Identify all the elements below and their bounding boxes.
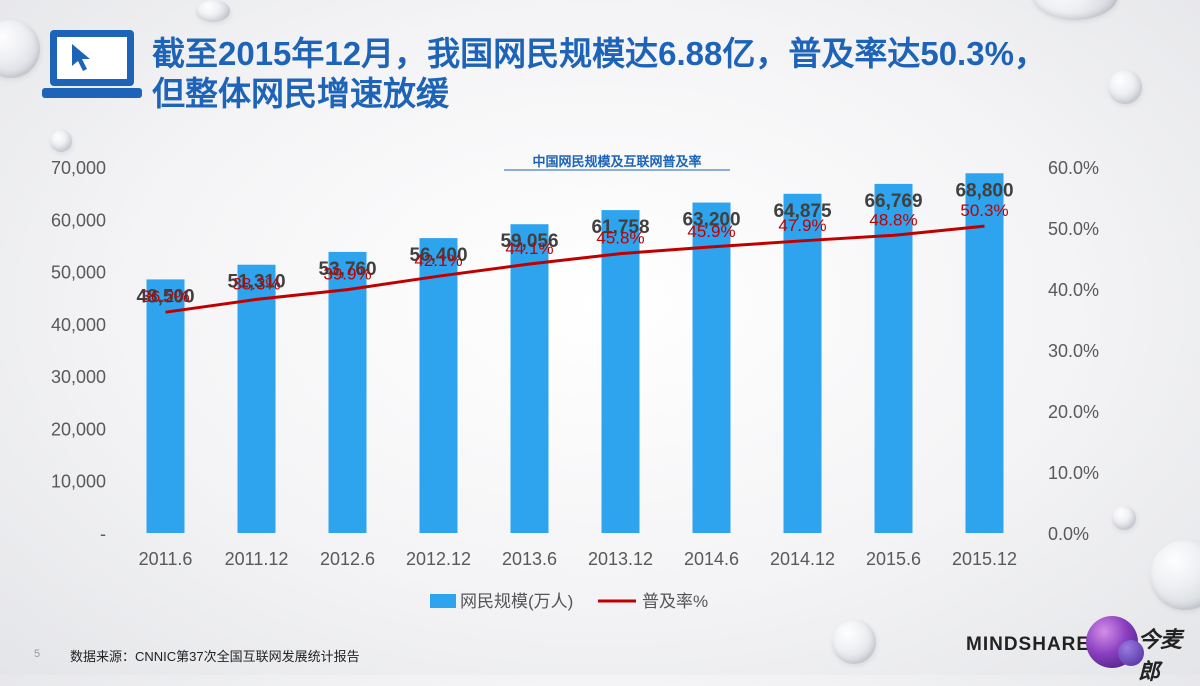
line-data-labels: 36.2% 38.3% 39.9% 42.1% 44.1% 45.8% 45.9% 47.9%… [141,201,1008,306]
bar [328,251,367,534]
line-series [165,224,985,314]
x-axis-tick-label: 2015.12 [952,549,1017,569]
bar-data-label: 66,769 [864,191,922,212]
bar [874,183,913,534]
page-number: 5 [34,648,41,660]
line-data-label: 42.1% [414,251,462,270]
bar [146,279,185,533]
x-axis-tick-label: 2014.6 [684,549,739,569]
right-axis-tick-label: 60.0% [1048,158,1099,178]
slide-title: 截至2015年12月，我国网民规模达6.88亿，普及率达50.3%， 但整体网民… [152,34,1162,114]
bar [692,202,731,533]
line-series-path [165,224,985,314]
line-data-label: 50.3% [960,201,1008,220]
bar-data-label: 68,800 [955,180,1013,201]
left-axis: - 10,000 20,000 30,000 40,000 50,000 60,000 70,… [51,158,106,544]
legend: 网民规模(万人) 普及率% [430,592,708,611]
bar-data-label: 63,200 [682,210,740,231]
left-axis-tick-label: 40,000 [51,315,106,335]
left-axis-tick-label: 60,000 [51,210,106,230]
bar [237,264,276,533]
chart-title: 中国网民规模及互联网普及率 [532,154,701,169]
left-axis-tick-label: 10,000 [51,472,106,492]
water-drop-decoration [196,0,230,22]
water-drop-decoration [1112,506,1136,530]
bar-data-label: 59,056 [500,231,558,252]
right-axis-tick-label: 10.0% [1048,463,1099,483]
water-drop-decoration [1108,70,1142,104]
line-data-label: 45.8% [596,229,644,248]
bar-data-labels: 48,500 51,310 53,760 56,400 59,056 61,758 63,2… [136,180,1013,307]
water-drop-decoration [832,620,876,664]
x-axis-tick-label: 2012.6 [320,549,375,569]
x-axis-tick-label: 2013.6 [502,549,557,569]
line-data-label: 39.9% [323,265,371,284]
left-axis-tick-label: 50,000 [51,263,106,283]
x-axis-tick-label: 2014.12 [770,549,835,569]
right-axis-tick-label: 30.0% [1048,341,1099,361]
line-data-label: 36.2% [141,287,189,306]
line-data-label: 48.8% [869,210,917,229]
left-axis-tick-label: 70,000 [51,158,106,178]
line-data-label: 38.3% [232,274,280,293]
legend-bar-label: 网民规模(万人) [460,592,573,611]
left-axis-tick-label: 20,000 [51,419,106,439]
x-axis-tick-label: 2011.6 [139,549,193,569]
line-data-label: 44.1% [505,239,553,258]
legend-line-label: 普及率% [642,592,708,611]
water-drop-decoration [1150,540,1200,610]
right-axis: 0.0% 10.0% 20.0% 30.0% 40.0% 50.0% 60.0% [1048,158,1099,544]
x-axis-tick-label: 2012.12 [406,549,471,569]
computer-monitor-icon [42,30,142,98]
bar [783,193,822,533]
bar-data-label: 64,875 [773,201,832,222]
bar [601,210,640,534]
legend-bar-swatch [430,594,456,608]
right-axis-tick-label: 0.0% [1048,524,1089,544]
x-axis-tick-label: 2015.6 [866,549,921,569]
bar-series [146,173,1004,534]
bar-data-label: 51,310 [227,272,285,293]
brand-sphere-small-icon [1118,640,1144,666]
water-drop-decoration [50,130,72,152]
water-drop-decoration [1032,0,1118,20]
brand-logo: MINDSHARE [966,634,1091,655]
right-axis-tick-label: 20.0% [1048,402,1099,422]
data-source: 数据来源：CNNIC第37次全国互联网发展统计报告 [70,649,360,664]
bar [419,238,458,533]
right-axis-tick-label: 40.0% [1048,280,1099,300]
right-axis-tick-label: 50.0% [1048,219,1099,239]
line-data-label: 45.9% [687,222,735,241]
line-data-label: 47.9% [778,216,826,235]
left-axis-tick-label: 30,000 [51,367,106,387]
x-axis-tick-label: 2013.12 [588,549,653,569]
bar [965,173,1004,533]
left-axis-tick-label: - [100,524,106,544]
x-axis-tick-label: 2011.12 [225,549,289,569]
bar [510,224,549,533]
slide-title-line-2: 但整体网民增速放缓 [152,75,449,112]
bar-data-label: 61,758 [591,217,649,238]
bar-data-label: 56,400 [409,245,467,266]
bar-data-label: 53,760 [318,259,376,280]
slide-title-line-1: 截至2015年12月，我国网民规模达6.88亿，普及率达50.3%， [152,35,1047,72]
bar-data-label: 48,500 [136,286,194,307]
brand-script-logo: 今麦郎 [1138,627,1183,684]
x-axis: 2011.6 2011.12 2012.6 2012.12 2013.6 2013.12 2… [139,549,1017,569]
